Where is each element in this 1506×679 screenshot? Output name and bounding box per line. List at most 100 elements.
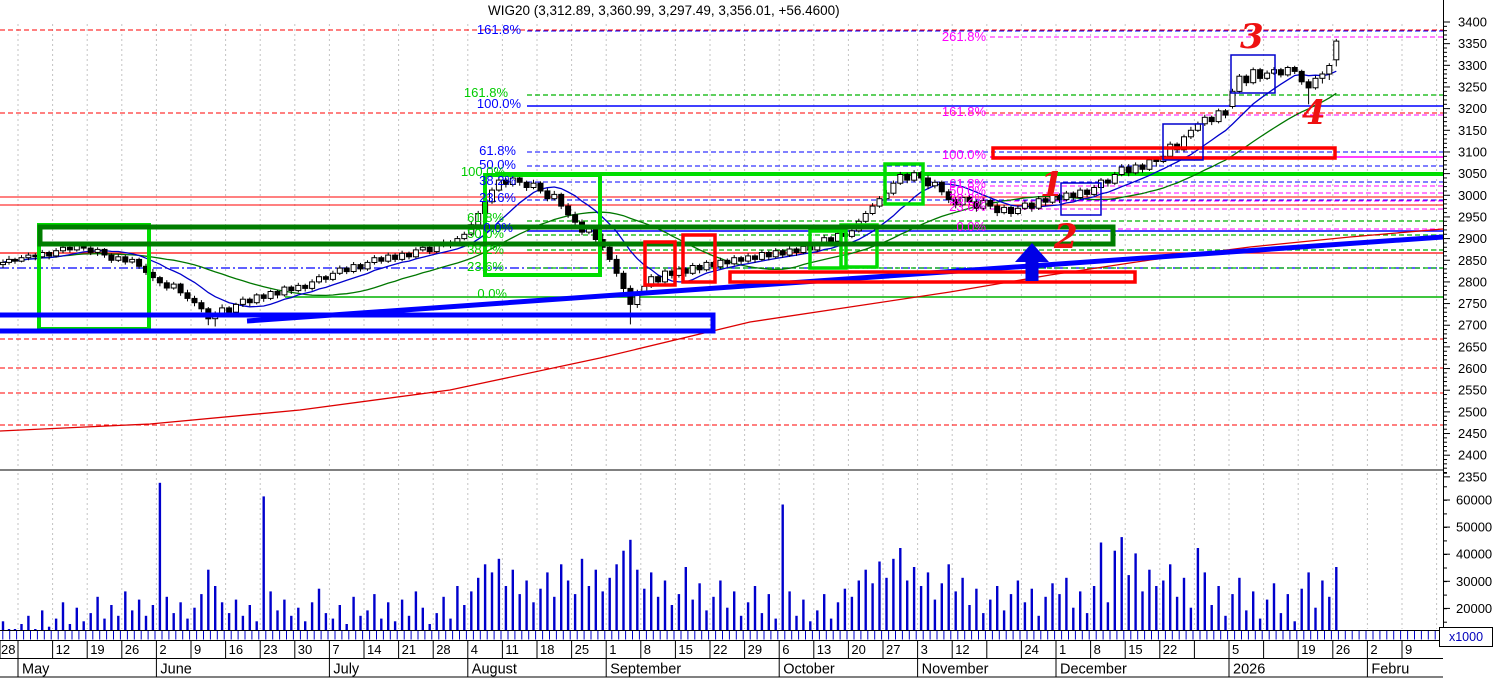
svg-text:2650: 2650: [1458, 339, 1487, 354]
svg-text:May: May: [22, 662, 50, 678]
svg-text:6: 6: [782, 642, 789, 657]
svg-text:June: June: [160, 662, 191, 678]
svg-text:3000: 3000: [1458, 188, 1487, 203]
svg-text:23: 23: [263, 642, 277, 657]
svg-text:8: 8: [1094, 642, 1101, 657]
svg-text:2800: 2800: [1458, 274, 1487, 289]
svg-text:16: 16: [229, 642, 243, 657]
svg-text:50000: 50000: [1456, 520, 1492, 535]
svg-text:26: 26: [125, 642, 139, 657]
svg-text:September: September: [610, 662, 681, 678]
fast-ma-line: [2, 70, 1337, 308]
svg-text:3150: 3150: [1458, 123, 1487, 138]
annotation-number-2: 2: [1054, 217, 1078, 257]
annotation-number-4: 4: [1302, 93, 1326, 133]
svg-text:11: 11: [505, 642, 519, 657]
svg-text:30: 30: [298, 642, 312, 657]
svg-text:15: 15: [1128, 642, 1142, 657]
up-arrow-icon: [1015, 243, 1049, 281]
svg-text:29: 29: [748, 642, 762, 657]
svg-text:December: December: [1060, 662, 1127, 678]
svg-text:2400: 2400: [1458, 448, 1487, 463]
svg-text:2900: 2900: [1458, 231, 1487, 246]
svg-text:27: 27: [886, 642, 900, 657]
svg-text:26: 26: [1336, 642, 1350, 657]
svg-text:3350: 3350: [1458, 36, 1487, 51]
svg-text:Febru: Febru: [1371, 662, 1409, 678]
fib-level-label: 61.8%: [479, 143, 516, 158]
svg-text:25: 25: [575, 642, 589, 657]
fib-level-label: 38.2%: [479, 173, 516, 188]
svg-text:12: 12: [56, 642, 70, 657]
fib-level-label: 0.0%: [477, 286, 507, 301]
svg-text:2950: 2950: [1458, 209, 1487, 224]
svg-text:19: 19: [1301, 642, 1315, 657]
svg-text:13: 13: [817, 642, 831, 657]
fib-level-label: 261.8%: [941, 29, 986, 44]
svg-text:18: 18: [540, 642, 554, 657]
volume-axis[interactable]: 60000 50000 40000 30000 20000: [1443, 472, 1492, 623]
fib-level-label: 50.0%: [479, 157, 516, 172]
svg-text:August: August: [472, 662, 517, 678]
fib-level-label: 50.0%: [467, 226, 504, 241]
fib-level-label: 161.8%: [463, 85, 508, 100]
svg-text:2350: 2350: [1458, 469, 1487, 484]
svg-text:24: 24: [1024, 642, 1038, 657]
fib-level-label: 50.0%: [949, 183, 986, 198]
svg-text:3300: 3300: [1458, 58, 1487, 73]
svg-text:2750: 2750: [1458, 296, 1487, 311]
svg-text:28: 28: [436, 642, 450, 657]
svg-text:22: 22: [1163, 642, 1177, 657]
annotation-number-3: 3: [1240, 17, 1264, 57]
svg-text:20000: 20000: [1456, 601, 1492, 616]
svg-text:October: October: [783, 662, 835, 678]
volume-bars: [1, 482, 1338, 630]
fib-level-label: 100.0%: [941, 147, 986, 162]
svg-text:21: 21: [402, 642, 416, 657]
chart-title: WIG20 (3,312.89, 3,360.99, 3,297.49, 3,3…: [488, 3, 840, 18]
svg-text:3200: 3200: [1458, 101, 1487, 116]
svg-text:9: 9: [194, 642, 201, 657]
svg-text:2600: 2600: [1458, 361, 1487, 376]
svg-text:8: 8: [644, 642, 651, 657]
svg-text:1: 1: [1059, 642, 1066, 657]
svg-text:3100: 3100: [1458, 144, 1487, 159]
svg-text:3400: 3400: [1458, 15, 1487, 30]
annotation-boxes[interactable]: [0, 54, 1337, 334]
svg-text:30000: 30000: [1456, 574, 1492, 589]
svg-text:2850: 2850: [1458, 253, 1487, 268]
fib-level-label: 0.0%: [483, 220, 513, 235]
fib-level-label: 161.8%: [941, 104, 986, 119]
mid-ma-line: [2, 92, 1337, 297]
fib-level-label: 100.0%: [460, 164, 505, 179]
svg-text:3250: 3250: [1458, 79, 1487, 94]
fib-level-label: 61.8%: [949, 176, 986, 191]
svg-text:2: 2: [159, 642, 166, 657]
svg-text:22: 22: [713, 642, 727, 657]
fib-level-label: 0.0%: [956, 219, 986, 234]
svg-text:60000: 60000: [1456, 493, 1492, 508]
svg-text:5: 5: [1232, 642, 1239, 657]
price-axis[interactable]: 3400 3350 3300 3250 3200 3150 3100 3050 3000 2950…: [1443, 15, 1487, 485]
slow-ma-line: [0, 228, 1444, 432]
fib-level-label: 61.8%: [467, 210, 504, 225]
annotation-number-1: 1: [1040, 165, 1064, 205]
volume-multiplier-badge: x1000: [1439, 627, 1493, 647]
svg-text:4: 4: [471, 642, 478, 657]
svg-text:7: 7: [332, 642, 339, 657]
svg-text:2550: 2550: [1458, 383, 1487, 398]
svg-text:2026: 2026: [1233, 662, 1265, 678]
date-axis[interactable]: 28 12 19 26 2 9 16 23 30 7 14 21 28 4 11 18 25 1 8 15 22 29 6 1…: [0, 631, 1443, 678]
axis-chrome: [0, 0, 1444, 631]
fib-level-label: 100.0%: [476, 96, 521, 111]
svg-text:9: 9: [1405, 642, 1412, 657]
svg-text:1: 1: [609, 642, 616, 657]
svg-text:2: 2: [1370, 642, 1377, 657]
svg-text:19: 19: [90, 642, 104, 657]
svg-text:20: 20: [851, 642, 865, 657]
trend-line[interactable]: [246, 234, 1444, 324]
fib-level-label: 38.2%: [467, 242, 504, 257]
fib-level-label: 38.2%: [949, 191, 986, 206]
